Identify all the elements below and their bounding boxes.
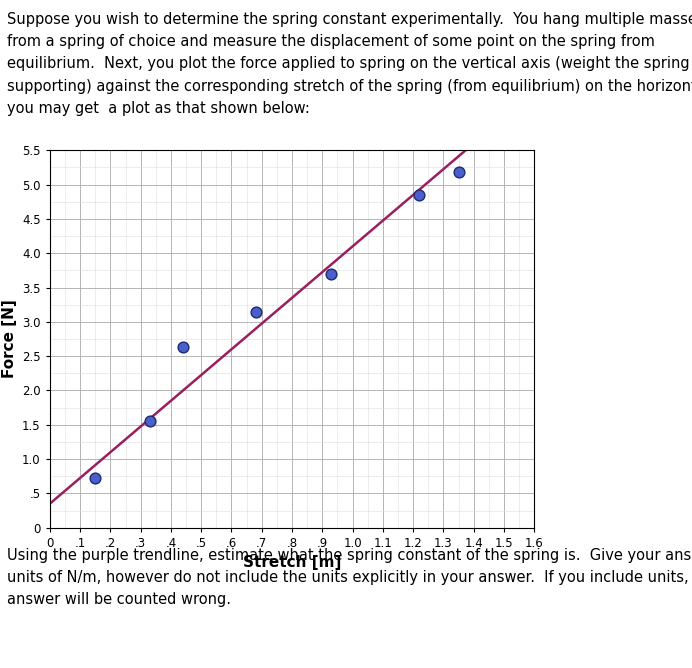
Point (90, 472, 101, 483)
Point (250, 306, 261, 317)
Point (177, 342, 188, 353)
Text: Suppose you wish to determine the spring constant experimentally.  You hang mult: Suppose you wish to determine the spring… (7, 12, 692, 116)
X-axis label: Stretch [m]: Stretch [m] (243, 555, 341, 570)
Y-axis label: Force [N]: Force [N] (1, 300, 17, 378)
Point (326, 269, 337, 279)
Text: Using the purple trendline, estimate what the spring constant of the spring is. : Using the purple trendline, estimate wha… (7, 548, 692, 607)
Point (453, 167, 464, 178)
Point (144, 416, 155, 427)
Point (414, 190, 425, 200)
